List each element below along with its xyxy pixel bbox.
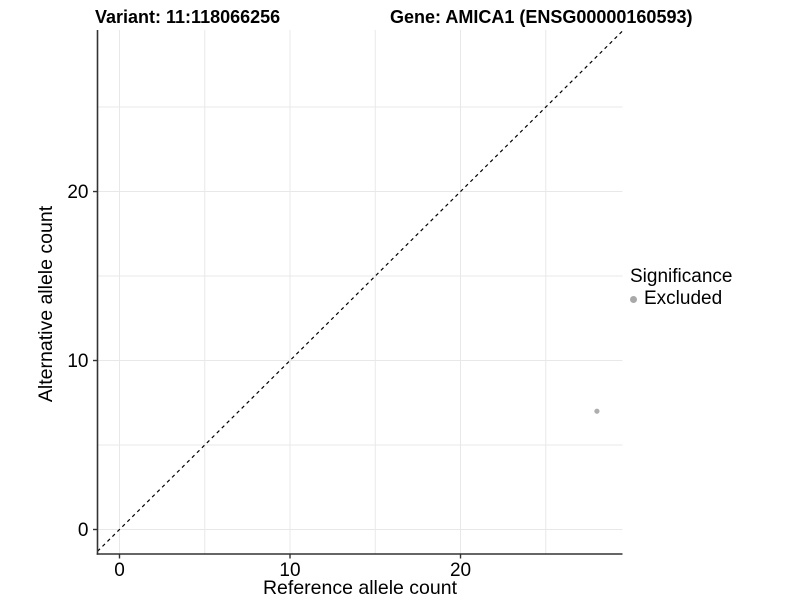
legend-item-excluded: Excluded — [630, 288, 732, 310]
plot-title-gene: Gene: AMICA1 (ENSG00000160593) — [390, 7, 693, 27]
legend-point-icon — [630, 295, 637, 303]
y-tick-label: 10 — [67, 351, 88, 372]
x-axis-title: Reference allele count — [263, 577, 458, 599]
y-tick-label: 0 — [78, 520, 89, 541]
legend-item-label: Excluded — [644, 288, 723, 309]
plot-title-variant: Variant: 11:118066256 — [95, 7, 281, 27]
data-points — [594, 408, 600, 414]
data-point — [594, 408, 600, 414]
legend: Significance Excluded — [630, 265, 732, 310]
y-axis-title: Alternative allele count — [35, 205, 57, 402]
x-tick-label: 10 — [279, 560, 300, 581]
y-tick-label: 20 — [67, 182, 88, 203]
grid-lines — [97, 30, 623, 554]
x-tick-label: 20 — [450, 560, 471, 581]
x-tick-label: 0 — [114, 560, 125, 581]
identity-line — [97, 30, 623, 552]
legend-title: Significance — [630, 266, 733, 287]
